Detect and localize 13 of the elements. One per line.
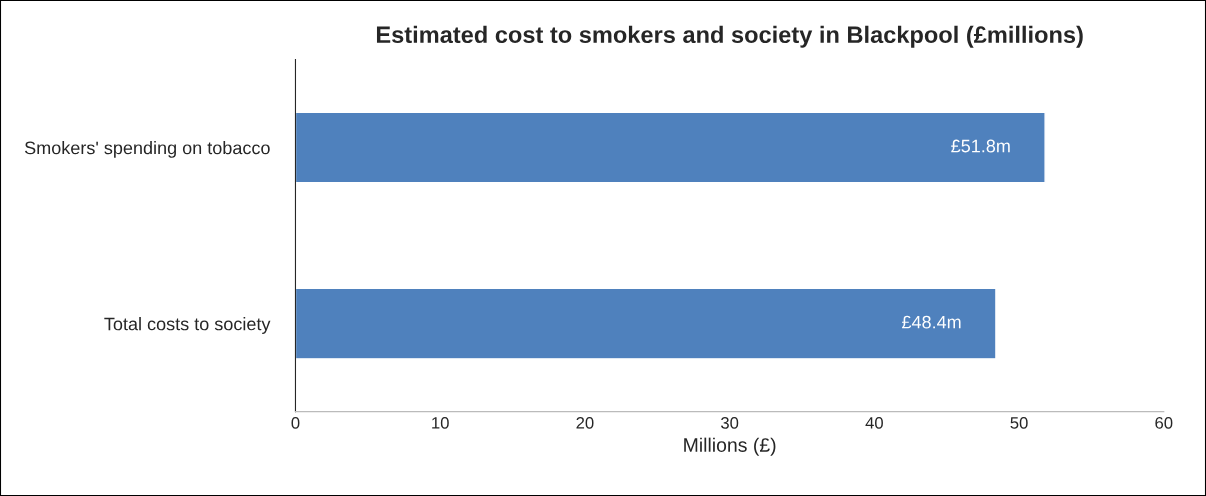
y-tick-label: Total costs to society: [104, 317, 271, 334]
x-tick-label: 50: [1010, 416, 1028, 429]
chart-title: Estimated cost to smokers and society in Blackpool (£millions): [376, 25, 1083, 48]
x-tick-label: 40: [865, 416, 883, 429]
y-tick-label: Smokers' spending on tobacco: [24, 141, 270, 158]
x-axis-title: Millions (£): [684, 437, 776, 456]
x-tick-label: 60: [1155, 416, 1173, 429]
data-label: £51.8m: [951, 139, 1010, 153]
x-tick-label: 20: [576, 416, 594, 429]
data-label: £48.4m: [901, 315, 961, 329]
x-tick-label: 30: [721, 416, 739, 429]
x-tick-label: 10: [432, 416, 449, 429]
x-tick-label: 0: [291, 416, 300, 429]
